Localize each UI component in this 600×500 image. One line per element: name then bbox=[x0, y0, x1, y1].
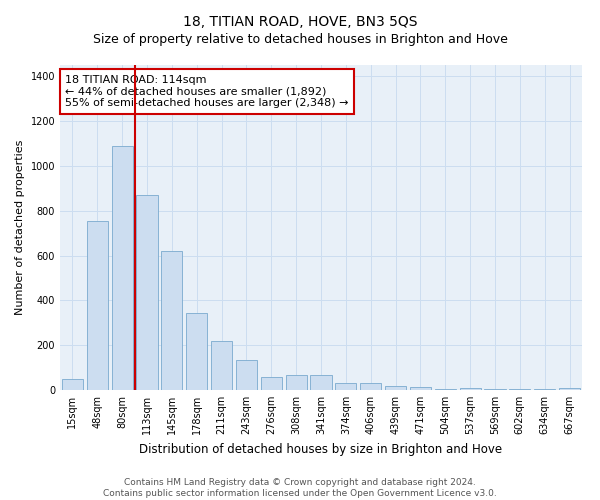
Bar bbox=[236, 360, 257, 390]
Bar bbox=[136, 195, 158, 390]
Bar bbox=[335, 384, 356, 390]
Bar bbox=[211, 340, 232, 390]
Bar bbox=[509, 389, 530, 390]
Bar bbox=[186, 312, 207, 390]
Bar bbox=[261, 376, 282, 390]
Bar bbox=[484, 389, 506, 390]
X-axis label: Distribution of detached houses by size in Brighton and Hove: Distribution of detached houses by size … bbox=[139, 442, 503, 456]
Bar bbox=[435, 389, 456, 390]
Text: Contains HM Land Registry data © Crown copyright and database right 2024.
Contai: Contains HM Land Registry data © Crown c… bbox=[103, 478, 497, 498]
Bar bbox=[62, 379, 83, 390]
Bar bbox=[534, 389, 555, 390]
Bar bbox=[112, 146, 133, 390]
Bar bbox=[410, 386, 431, 390]
Bar bbox=[385, 386, 406, 390]
Y-axis label: Number of detached properties: Number of detached properties bbox=[15, 140, 25, 315]
Bar bbox=[286, 376, 307, 390]
Bar bbox=[360, 384, 381, 390]
Text: 18, TITIAN ROAD, HOVE, BN3 5QS: 18, TITIAN ROAD, HOVE, BN3 5QS bbox=[183, 15, 417, 29]
Bar bbox=[161, 251, 182, 390]
Bar bbox=[310, 376, 332, 390]
Bar bbox=[559, 388, 580, 390]
Text: Size of property relative to detached houses in Brighton and Hove: Size of property relative to detached ho… bbox=[92, 32, 508, 46]
Bar bbox=[87, 221, 108, 390]
Bar bbox=[460, 388, 481, 390]
Text: 18 TITIAN ROAD: 114sqm
← 44% of detached houses are smaller (1,892)
55% of semi-: 18 TITIAN ROAD: 114sqm ← 44% of detached… bbox=[65, 74, 349, 108]
